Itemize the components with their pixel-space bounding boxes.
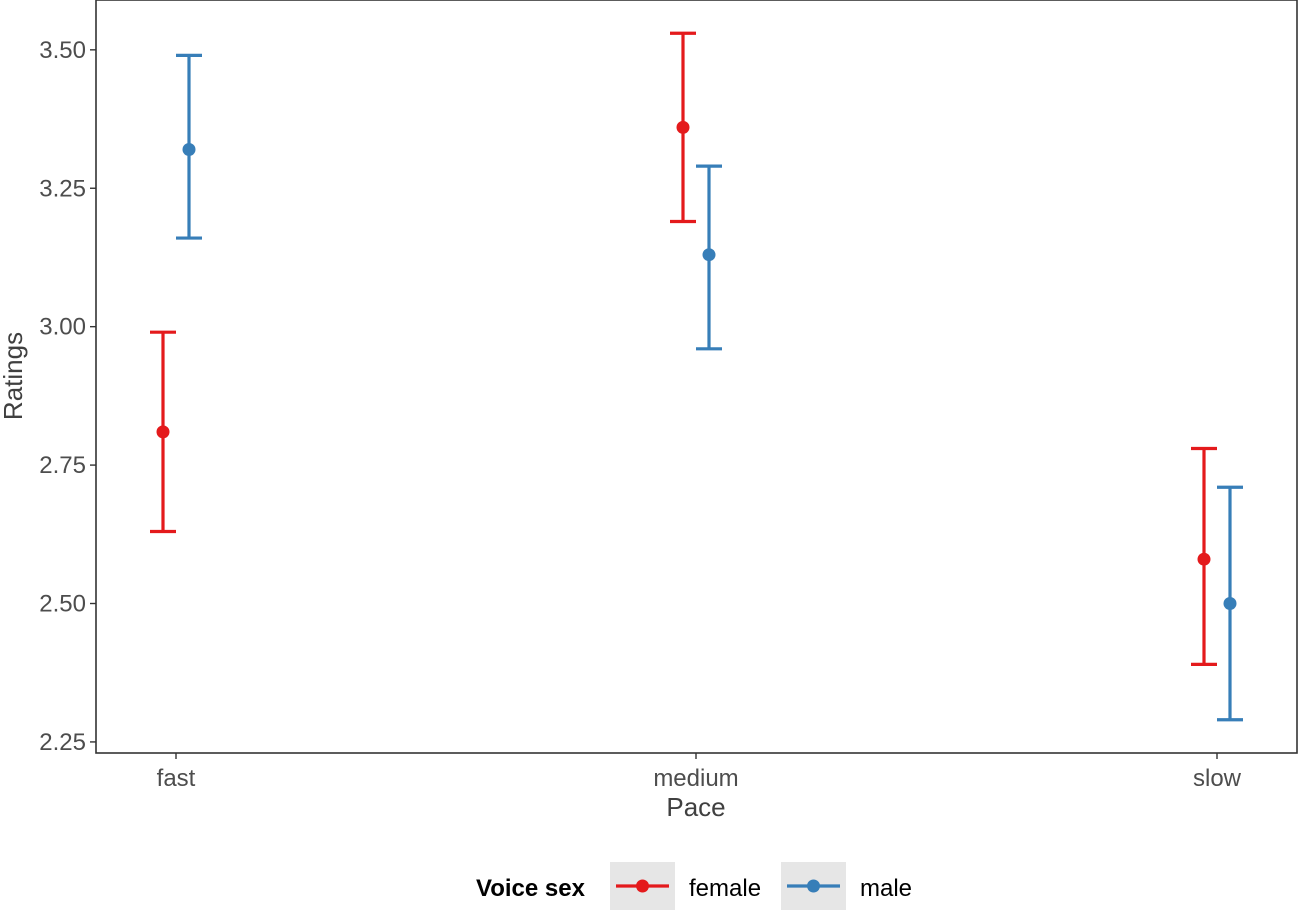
series-male — [176, 53, 1243, 722]
y-tick-label: 2.75 — [39, 452, 86, 479]
data-point — [182, 142, 196, 156]
y-tick-label: 2.25 — [39, 729, 86, 756]
y-axis: 2.25 2.50 2.75 3.00 3.25 3.50 — [39, 37, 96, 756]
legend-label: male — [860, 875, 912, 902]
data-point — [676, 120, 690, 134]
legend-item-male: male — [781, 862, 912, 910]
x-axis-title: Pace — [666, 792, 725, 822]
legend: Voice sex female male — [476, 862, 912, 910]
series-female — [150, 31, 1217, 667]
x-tick-label: slow — [1193, 765, 1242, 792]
y-tick-label: 2.50 — [39, 591, 86, 618]
data-point — [702, 248, 716, 262]
plot-panel — [95, 0, 1298, 754]
data-point — [156, 425, 170, 439]
x-tick-label: fast — [157, 765, 196, 792]
y-tick-label: 3.00 — [39, 314, 86, 341]
y-tick-label: 3.25 — [39, 175, 86, 202]
legend-label: female — [689, 875, 761, 902]
data-point — [1223, 597, 1237, 611]
data-point — [1197, 552, 1211, 566]
legend-item-female: female — [610, 862, 761, 910]
x-axis: fast medium slow — [157, 753, 1242, 792]
y-axis-title: Ratings — [0, 332, 28, 420]
series-layer — [150, 31, 1243, 722]
y-tick-label: 3.50 — [39, 37, 86, 64]
legend-title: Voice sex — [476, 875, 586, 902]
x-tick-label: medium — [653, 765, 738, 792]
